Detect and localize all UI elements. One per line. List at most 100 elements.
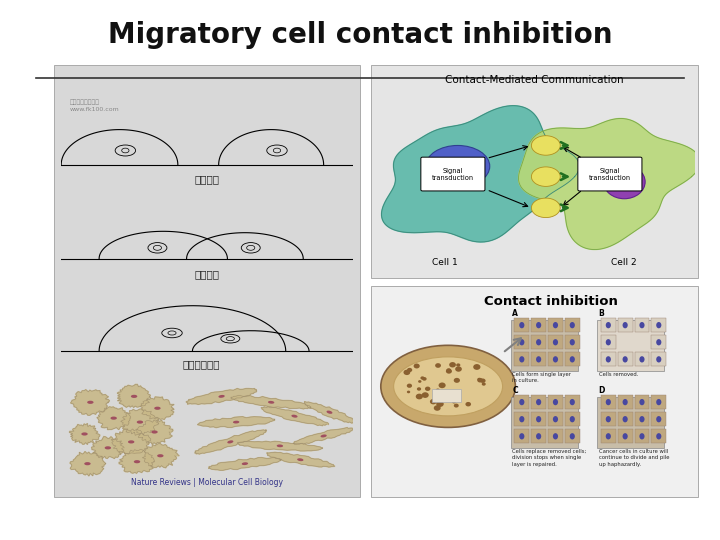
FancyBboxPatch shape: [601, 429, 616, 443]
FancyBboxPatch shape: [652, 352, 666, 366]
Circle shape: [465, 402, 471, 407]
Text: C: C: [512, 386, 518, 395]
FancyBboxPatch shape: [565, 318, 580, 332]
Text: Cells replace removed cells;
division stops when single
layer is repaired.: Cells replace removed cells; division st…: [512, 449, 586, 467]
Polygon shape: [238, 441, 323, 451]
Circle shape: [435, 363, 441, 368]
Polygon shape: [305, 402, 355, 423]
Ellipse shape: [639, 433, 644, 440]
Ellipse shape: [656, 356, 662, 362]
FancyBboxPatch shape: [565, 352, 580, 366]
Polygon shape: [231, 396, 311, 409]
Circle shape: [422, 377, 427, 381]
Ellipse shape: [381, 346, 516, 428]
Circle shape: [407, 368, 413, 372]
FancyBboxPatch shape: [531, 352, 546, 366]
Circle shape: [417, 387, 421, 390]
Circle shape: [455, 366, 462, 372]
Polygon shape: [143, 443, 179, 468]
FancyBboxPatch shape: [548, 352, 563, 366]
Circle shape: [433, 405, 441, 411]
FancyBboxPatch shape: [514, 429, 529, 443]
Circle shape: [418, 380, 421, 383]
Ellipse shape: [536, 322, 541, 328]
FancyBboxPatch shape: [531, 335, 546, 349]
FancyBboxPatch shape: [510, 396, 578, 448]
FancyBboxPatch shape: [634, 352, 649, 366]
Ellipse shape: [656, 399, 662, 405]
FancyBboxPatch shape: [371, 65, 698, 278]
FancyBboxPatch shape: [514, 318, 529, 332]
Ellipse shape: [553, 339, 558, 346]
Circle shape: [407, 383, 412, 388]
Circle shape: [444, 393, 448, 397]
FancyBboxPatch shape: [514, 335, 529, 349]
FancyBboxPatch shape: [531, 429, 546, 443]
Ellipse shape: [606, 322, 611, 328]
Ellipse shape: [292, 415, 297, 417]
Circle shape: [454, 378, 460, 383]
FancyBboxPatch shape: [618, 318, 633, 332]
FancyBboxPatch shape: [652, 429, 666, 443]
Circle shape: [446, 369, 452, 374]
Polygon shape: [293, 428, 354, 444]
Circle shape: [436, 401, 444, 407]
Ellipse shape: [606, 356, 611, 362]
Text: Migratory cell contact inhibition: Migratory cell contact inhibition: [108, 21, 612, 49]
FancyBboxPatch shape: [548, 395, 563, 409]
FancyBboxPatch shape: [634, 429, 649, 443]
Ellipse shape: [553, 433, 558, 440]
Text: A: A: [512, 309, 518, 319]
Ellipse shape: [639, 356, 644, 362]
Circle shape: [482, 382, 486, 386]
Ellipse shape: [570, 399, 575, 405]
Polygon shape: [261, 407, 328, 426]
Ellipse shape: [623, 399, 628, 405]
FancyBboxPatch shape: [618, 352, 633, 366]
Ellipse shape: [639, 399, 644, 405]
FancyBboxPatch shape: [634, 395, 649, 409]
FancyBboxPatch shape: [652, 335, 666, 349]
Ellipse shape: [84, 462, 91, 465]
FancyBboxPatch shape: [652, 412, 666, 426]
FancyBboxPatch shape: [565, 412, 580, 426]
Text: D: D: [599, 386, 605, 395]
Polygon shape: [186, 388, 256, 404]
Circle shape: [446, 368, 451, 372]
FancyBboxPatch shape: [634, 318, 649, 332]
Ellipse shape: [553, 416, 558, 422]
Polygon shape: [71, 390, 109, 415]
Ellipse shape: [570, 322, 575, 328]
FancyBboxPatch shape: [652, 318, 666, 332]
FancyBboxPatch shape: [548, 429, 563, 443]
Ellipse shape: [656, 433, 662, 440]
Ellipse shape: [151, 430, 158, 434]
Ellipse shape: [297, 458, 303, 461]
Text: 接触抑制: 接触抑制: [194, 269, 220, 279]
Polygon shape: [91, 436, 124, 458]
Polygon shape: [111, 429, 150, 454]
Ellipse shape: [531, 198, 560, 218]
Ellipse shape: [536, 416, 541, 422]
Text: Signal
transduction: Signal transduction: [589, 167, 631, 180]
Polygon shape: [197, 417, 275, 428]
FancyBboxPatch shape: [531, 318, 546, 332]
FancyBboxPatch shape: [618, 412, 633, 426]
Ellipse shape: [320, 435, 327, 437]
Polygon shape: [266, 452, 335, 467]
Circle shape: [438, 382, 446, 388]
FancyBboxPatch shape: [514, 412, 529, 426]
Ellipse shape: [128, 440, 135, 443]
FancyBboxPatch shape: [597, 396, 665, 448]
Ellipse shape: [87, 401, 94, 404]
Circle shape: [420, 376, 425, 380]
Ellipse shape: [276, 444, 283, 447]
Ellipse shape: [606, 433, 611, 440]
Ellipse shape: [623, 433, 628, 440]
Ellipse shape: [519, 322, 524, 328]
Text: Cell 2: Cell 2: [611, 258, 637, 267]
Circle shape: [415, 394, 423, 400]
FancyBboxPatch shape: [371, 286, 698, 497]
FancyBboxPatch shape: [618, 395, 633, 409]
Ellipse shape: [536, 399, 541, 405]
